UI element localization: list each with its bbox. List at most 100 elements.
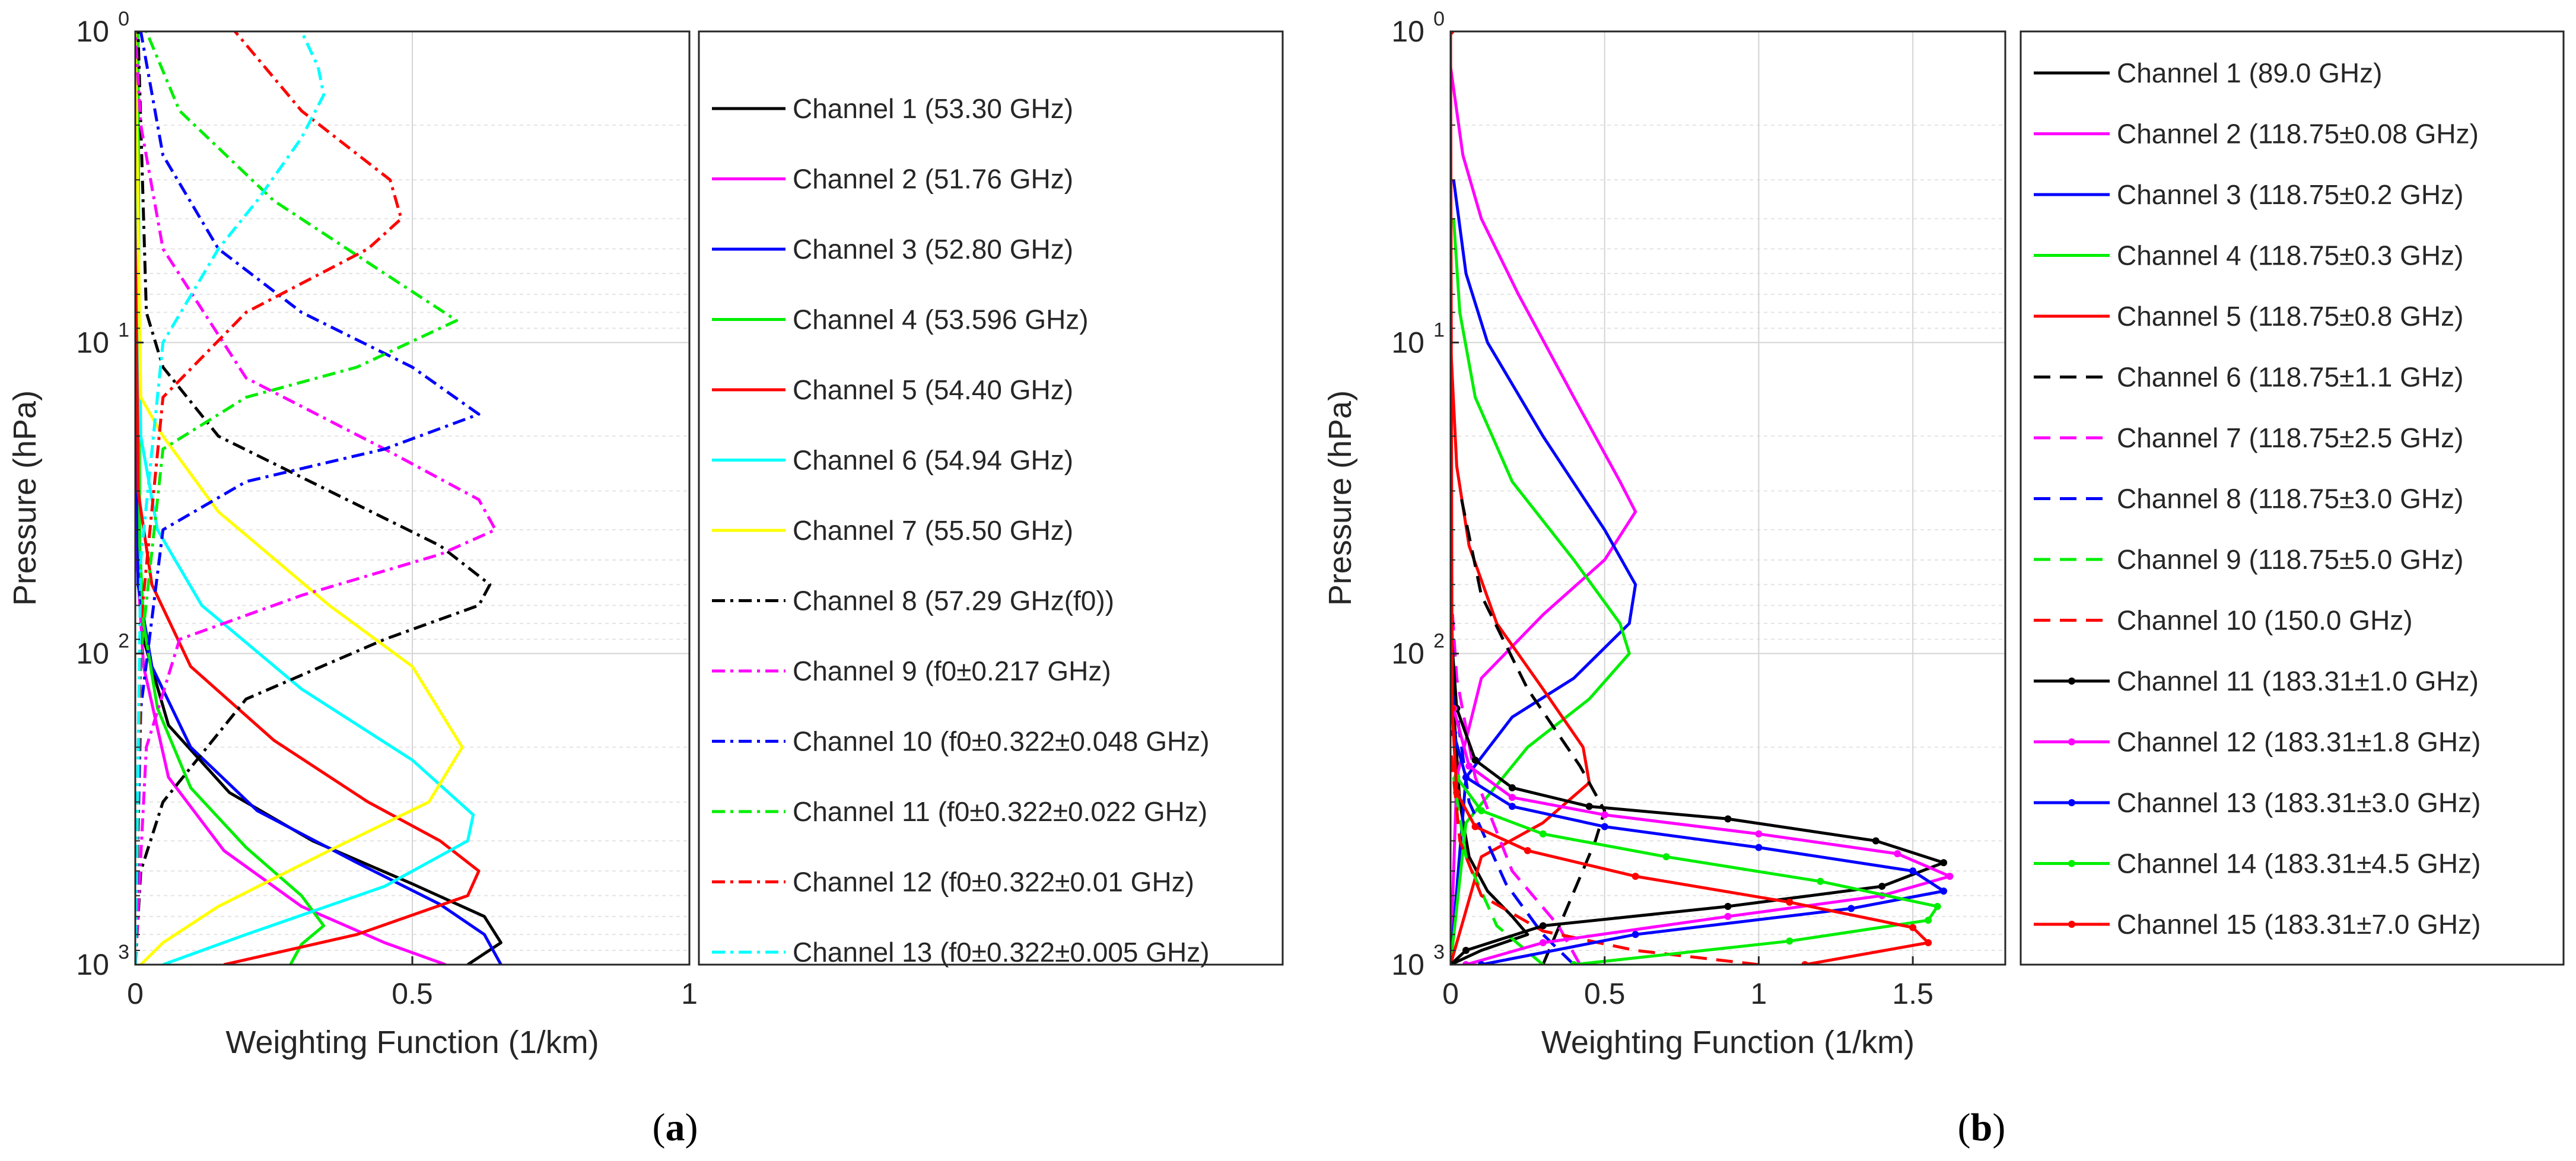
legend-label-13: Channel 13 (183.31±3.0 GHz) <box>2117 787 2480 818</box>
series-marker <box>1755 830 1763 838</box>
y-tick-label: 10 <box>1391 15 1424 48</box>
series-marker <box>1539 922 1547 930</box>
y-tick-label: 10 <box>1391 326 1424 359</box>
series-marker <box>1471 756 1479 764</box>
x-tick-label: 0 <box>1442 977 1459 1010</box>
series-marker <box>1786 937 1793 945</box>
legend-label-12: Channel 12 (183.31±1.8 GHz) <box>2117 727 2480 758</box>
series-marker <box>1508 794 1516 801</box>
legend-label-11: Channel 11 (183.31±1.0 GHz) <box>2117 666 2479 696</box>
legend-label-3: Channel 3 (118.75±0.2 GHz) <box>2117 179 2463 210</box>
y-tick-exponent: 0 <box>118 8 129 30</box>
series-group <box>1451 31 1954 965</box>
series-marker <box>1909 867 1917 875</box>
x-tick-label: 1 <box>1751 977 1767 1010</box>
series-line-13 <box>135 31 326 965</box>
legend-box <box>2020 30 2565 966</box>
x-tick-label: 1.5 <box>1892 977 1933 1010</box>
series-marker <box>1451 704 1456 712</box>
series-line-13 <box>1452 732 1945 965</box>
series-line-7 <box>1451 584 1582 965</box>
series-line-10 <box>135 31 481 965</box>
series-marker <box>1453 789 1461 797</box>
series-marker <box>1508 803 1516 810</box>
series-marker <box>1585 803 1593 810</box>
series-line-11 <box>135 31 459 965</box>
series-marker <box>1909 924 1917 931</box>
series-marker <box>1755 844 1763 851</box>
y-tick-exponent: 0 <box>1433 8 1445 30</box>
legend-label-2: Channel 2 (118.75±0.08 GHz) <box>2117 119 2479 150</box>
x-tick-label: 0.5 <box>392 977 433 1010</box>
series-marker <box>1940 859 1948 867</box>
series-marker <box>1477 807 1485 815</box>
series-marker <box>1508 784 1516 791</box>
series-marker <box>1724 902 1732 910</box>
legend-label-8: Channel 8 (118.75±3.0 GHz) <box>2117 484 2463 514</box>
legend-label-7: Channel 7 (118.75±2.5 GHz) <box>2117 422 2463 453</box>
legend-label-9: Channel 9 (f0±0.217 GHz) <box>793 656 1111 686</box>
series-marker <box>1662 853 1670 861</box>
series-group <box>135 31 503 965</box>
series-marker <box>1724 912 1732 920</box>
series-marker <box>1471 823 1479 831</box>
series-marker <box>1940 887 1948 895</box>
series-marker <box>1601 823 1608 831</box>
series-marker <box>1925 917 1932 924</box>
y-tick-exponent: 2 <box>1433 630 1445 653</box>
series-line-6 <box>1458 490 1607 965</box>
legend-label-5: Channel 5 (118.75±0.8 GHz) <box>2117 301 2463 332</box>
legend-label-10: Channel 10 (150.0 GHz) <box>2117 605 2413 636</box>
y-axis-label: Pressure (hPa) <box>7 390 43 606</box>
legend-marker <box>2068 738 2075 746</box>
y-tick-label: 10 <box>76 948 109 981</box>
legend-label-7: Channel 7 (55.50 GHz) <box>793 515 1073 546</box>
series-marker <box>1847 905 1855 912</box>
x-tick-label: 0.5 <box>1584 977 1626 1010</box>
x-tick-label: 1 <box>681 977 698 1010</box>
legend-label-14: Channel 14 (183.31±4.5 GHz) <box>2117 848 2480 879</box>
y-tick-label: 10 <box>1391 637 1424 670</box>
series-marker <box>1632 931 1639 939</box>
series-marker <box>1872 837 1879 845</box>
series-line-2 <box>1451 66 1637 965</box>
series-marker <box>1524 847 1531 854</box>
legend-label-5: Channel 5 (54.40 GHz) <box>793 374 1073 405</box>
series-line-9 <box>1452 777 1544 965</box>
series-line-3 <box>1451 179 1637 965</box>
legend-label-2: Channel 2 (51.76 GHz) <box>793 164 1073 195</box>
legend-marker <box>2068 860 2075 867</box>
panel-label: (b) <box>1958 1106 2006 1149</box>
y-tick-exponent: 1 <box>1433 319 1445 341</box>
series-marker <box>1539 939 1547 946</box>
series-marker <box>1462 774 1470 781</box>
legend-label-13: Channel 13 (f0±0.322±0.005 GHz) <box>793 937 1210 968</box>
legend-box <box>698 30 1284 966</box>
series-marker <box>1462 947 1470 955</box>
x-tick-label: 0 <box>127 977 144 1010</box>
x-axis-label: Weighting Function (1/km) <box>225 1025 599 1060</box>
series-marker <box>1465 762 1473 770</box>
y-tick-exponent: 3 <box>1433 941 1445 963</box>
series-line-8 <box>1452 689 1575 965</box>
legend-label-6: Channel 6 (118.75±1.1 GHz) <box>2117 362 2463 393</box>
series-marker <box>1894 850 1901 858</box>
series-line-4 <box>1451 218 1631 965</box>
series-marker <box>1933 902 1941 910</box>
legend-label-4: Channel 4 (53.596 GHz) <box>793 304 1089 335</box>
series-marker <box>1539 830 1547 838</box>
legend-label-9: Channel 9 (118.75±5.0 GHz) <box>2117 544 2463 575</box>
series-marker <box>1925 939 1932 946</box>
y-tick-exponent: 1 <box>118 319 129 341</box>
series-marker <box>1946 873 1954 880</box>
y-axis-label: Pressure (hPa) <box>1322 390 1358 606</box>
legend-label-6: Channel 6 (54.94 GHz) <box>793 445 1073 476</box>
series-marker <box>1786 898 1793 906</box>
panel-a: 10 0 10 1 10 2 10 3 0 0.5 1 Weighting Function (1/k… <box>7 8 1284 1149</box>
series-marker <box>1601 811 1608 819</box>
y-tick-label: 10 <box>76 15 109 48</box>
legend-label-1: Channel 1 (53.30 GHz) <box>793 93 1073 124</box>
legend-label-4: Channel 4 (118.75±0.3 GHz) <box>2117 240 2463 271</box>
legend-label-12: Channel 12 (f0±0.322±0.01 GHz) <box>793 867 1194 898</box>
